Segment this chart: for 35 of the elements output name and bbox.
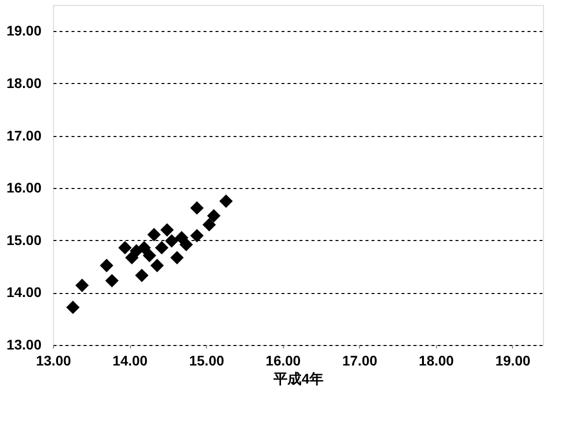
x-tick-label: 15.00 — [189, 352, 224, 368]
point — [207, 209, 220, 223]
x-tick-label: 17.00 — [342, 352, 378, 368]
point — [160, 223, 174, 237]
point — [118, 241, 132, 254]
point — [142, 248, 156, 262]
point — [150, 258, 164, 272]
point — [202, 218, 216, 232]
point — [66, 300, 80, 314]
y-tick-label: 15.00 — [6, 232, 42, 248]
x-tick-label: 18.00 — [418, 352, 454, 368]
point — [75, 278, 89, 292]
point — [190, 228, 204, 242]
x-tick-label: 14.00 — [112, 352, 148, 368]
x-tick-label: 19.00 — [495, 352, 531, 368]
y-tick-label: 17.00 — [6, 127, 42, 144]
point — [147, 228, 161, 242]
y-tick-label: 18.00 — [6, 74, 42, 91]
x-axis-title: 平成4年 — [272, 370, 324, 386]
point — [155, 241, 168, 254]
y-tick-label: 13.00 — [6, 336, 42, 352]
point — [170, 250, 184, 264]
point — [180, 238, 193, 252]
x-tick-label: 13.00 — [36, 352, 72, 368]
point — [190, 201, 204, 215]
point — [164, 234, 178, 248]
point — [100, 258, 114, 272]
point — [219, 194, 233, 208]
y-tick-label: 14.00 — [6, 284, 42, 300]
point — [137, 241, 151, 254]
y-tick-label: 16.00 — [6, 180, 42, 196]
y-tick-label: 19.00 — [6, 22, 42, 39]
point — [105, 274, 119, 288]
point — [135, 268, 149, 282]
x-tick-label: 16.00 — [266, 352, 301, 368]
